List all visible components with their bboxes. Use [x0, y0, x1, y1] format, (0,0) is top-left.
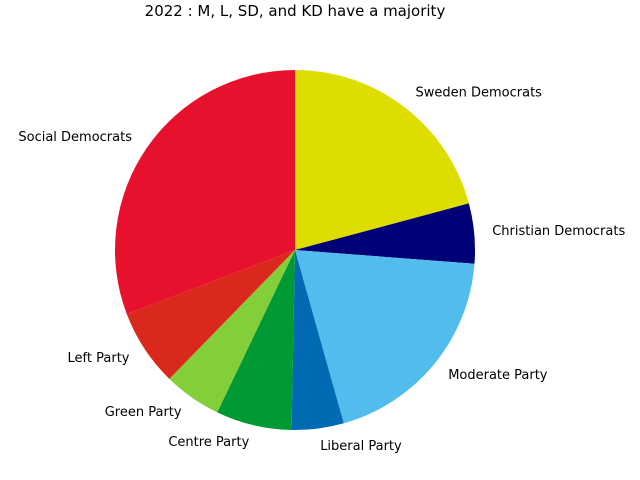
pie-label-christian-democrats: Christian Democrats [492, 224, 625, 239]
pie-slice-liberal-party [291, 250, 344, 431]
pie-label-sweden-democrats: Sweden Democrats [416, 85, 543, 100]
pie-label-liberal-party: Liberal Party [320, 439, 402, 454]
pie-slice-green-party [169, 250, 295, 413]
pie-slice-left-party [126, 250, 295, 379]
pie-slice-centre-party [217, 250, 295, 430]
pie-slice-christian-democrats [295, 203, 475, 264]
pie-label-social-democrats: Social Democrats [18, 130, 132, 145]
pie-label-moderate-party: Moderate Party [448, 368, 548, 383]
pie-slice-social-democrats [114, 70, 295, 315]
pie-labels: Sweden Democrats Christian Democrats Moder… [18, 85, 625, 454]
pie-slices [114, 70, 475, 431]
pie-label-green-party: Green Party [105, 405, 182, 420]
pie-label-left-party: Left Party [68, 351, 130, 366]
pie-slice-moderate-party [295, 250, 475, 424]
chart-title: 2022 : M, L, SD, and KD have a majority [145, 2, 446, 20]
pie-label-centre-party: Centre Party [168, 435, 249, 450]
pie-slice-sweden-democrats [295, 70, 469, 250]
